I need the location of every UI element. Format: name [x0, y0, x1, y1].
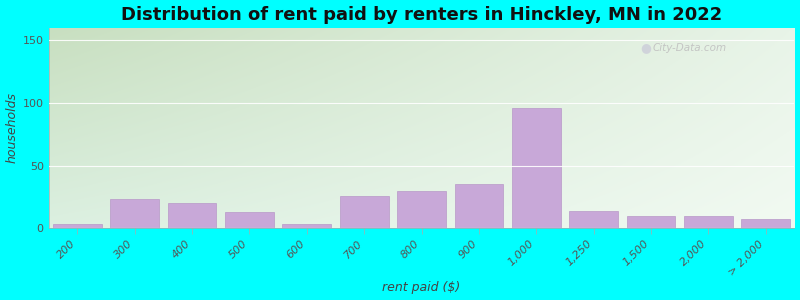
Bar [512, 108, 561, 228]
Bar [454, 184, 503, 228]
Bar [570, 211, 618, 228]
Bar [626, 215, 675, 228]
X-axis label: rent paid ($): rent paid ($) [382, 281, 461, 294]
Bar [168, 203, 217, 228]
Bar [742, 219, 790, 228]
Bar [397, 190, 446, 228]
Text: ●: ● [640, 41, 650, 54]
Text: City-Data.com: City-Data.com [653, 43, 727, 53]
Bar [110, 199, 159, 228]
Bar [53, 224, 102, 228]
Bar [225, 212, 274, 228]
Bar [684, 215, 733, 228]
Title: Distribution of rent paid by renters in Hinckley, MN in 2022: Distribution of rent paid by renters in … [121, 6, 722, 24]
Y-axis label: households: households [6, 92, 18, 164]
Bar [282, 224, 331, 228]
Bar [340, 196, 389, 228]
